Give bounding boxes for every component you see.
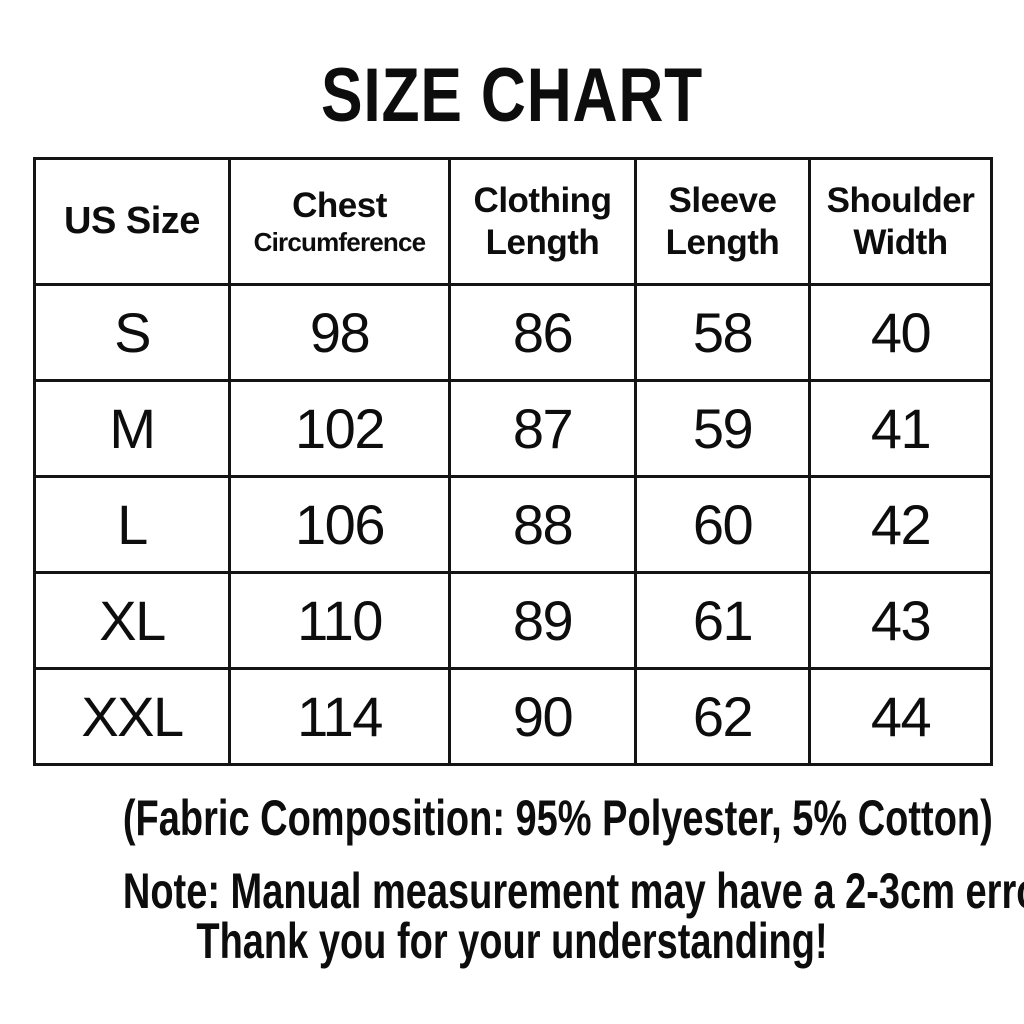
table-row-xl: XL 110 89 61 43 [33,571,993,670]
cell-sleeve: 62 [634,667,811,766]
cell-clothing: 90 [448,667,637,766]
cell-sleeve: 61 [634,571,811,670]
table-row-m: M 102 87 59 41 [33,379,993,478]
cell-shoulder: 41 [808,379,993,478]
cell-clothing: 86 [448,283,637,382]
measurement-note-line1: Note: Manual measurement may have a 2-3c… [122,863,1024,919]
cell-chest: 110 [228,571,451,670]
size-table: US Size Chest Circumference Clothing Len… [33,157,993,766]
cell-clothing: 87 [448,379,637,478]
cell-size: S [33,283,231,382]
cell-chest: 106 [228,475,451,574]
header-sleeve-length: Sleeve Length [634,157,811,286]
header-label: Width [853,222,948,262]
header-row: US Size Chest Circumference Clothing Len… [33,157,993,286]
cell-sleeve: 58 [634,283,811,382]
cell-size: M [33,379,231,478]
table-row-l: L 106 88 60 42 [33,475,993,574]
cell-chest: 102 [228,379,451,478]
header-label: Clothing [473,181,612,221]
page-title: SIZE CHART [320,53,704,138]
cell-size: XL [33,571,231,670]
header-sublabel: Circumference [253,226,426,257]
header-label: Length [485,222,600,262]
header-clothing-length: Clothing Length [448,157,637,286]
cell-shoulder: 44 [808,667,993,766]
table-row-s: S 98 86 58 40 [33,283,993,382]
cell-shoulder: 43 [808,571,993,670]
table-row-xxl: XXL 114 90 62 44 [33,667,993,766]
header-label: US Size [64,200,200,243]
cell-shoulder: 42 [808,475,993,574]
header-label: Shoulder [826,181,975,221]
fabric-composition-note: (Fabric Composition: 95% Polyester, 5% C… [122,790,993,846]
header-label: Sleeve [668,181,777,221]
measurement-note: Note: Manual measurement may have a 2-3c… [122,863,1024,969]
cell-size: L [33,475,231,574]
cell-size: XXL [33,667,231,766]
header-shoulder-width: Shoulder Width [808,157,993,286]
cell-clothing: 89 [448,571,637,670]
cell-sleeve: 60 [634,475,811,574]
measurement-note-line2: Thank you for your understanding! [196,913,828,969]
cell-chest: 114 [228,667,451,766]
cell-sleeve: 59 [634,379,811,478]
cell-clothing: 88 [448,475,637,574]
cell-chest: 98 [228,283,451,382]
header-label: Chest [292,185,387,225]
header-us-size: US Size [33,157,231,286]
header-label: Length [665,222,780,262]
header-chest-circumference: Chest Circumference [228,157,451,286]
cell-shoulder: 40 [808,283,993,382]
